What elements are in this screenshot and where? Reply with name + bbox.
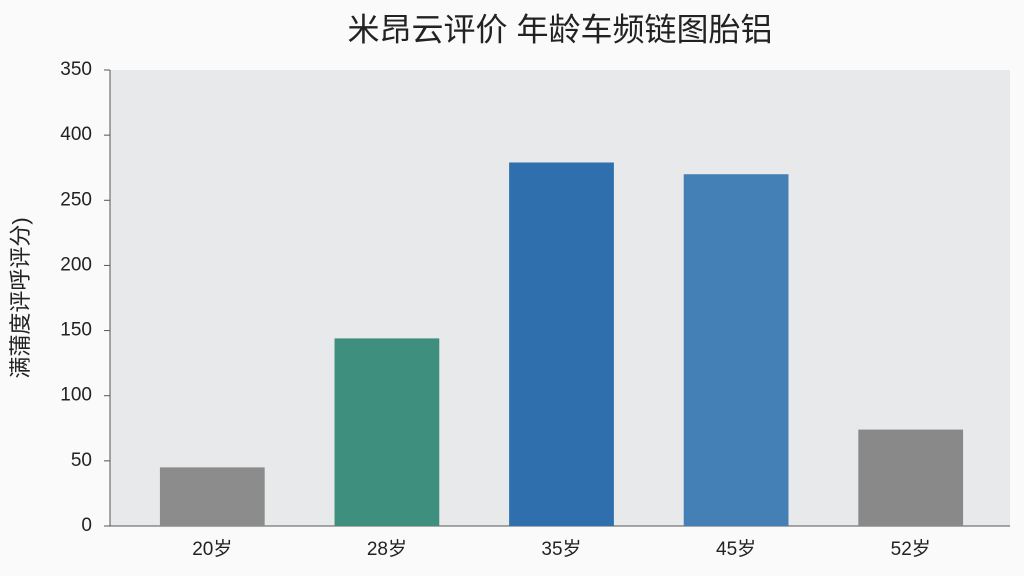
x-tick-label: 20岁 — [192, 538, 232, 560]
y-axis-label: 满蒲度评呼评分) — [8, 217, 33, 378]
bar — [858, 429, 964, 526]
bar — [334, 338, 440, 526]
y-tick-label: 400 — [60, 124, 92, 145]
y-tick-label: 0 — [81, 515, 92, 536]
x-tick-label: 28岁 — [367, 538, 407, 560]
bar — [683, 174, 789, 526]
x-tick-label: 45岁 — [716, 538, 756, 560]
y-tick-label: 150 — [60, 320, 92, 341]
x-tick-label: 35岁 — [541, 538, 581, 560]
y-tick-label: 250 — [60, 189, 92, 210]
x-tick-label: 52岁 — [891, 538, 931, 560]
chart-title: 米昂云评价 年龄车频链图胎铝 — [348, 11, 773, 47]
bar — [159, 467, 265, 526]
y-tick-label: 50 — [71, 450, 92, 471]
y-tick-label: 100 — [60, 385, 92, 406]
y-tick-label: 350 — [60, 59, 92, 80]
y-tick-label: 200 — [60, 254, 92, 275]
bar — [509, 162, 614, 526]
